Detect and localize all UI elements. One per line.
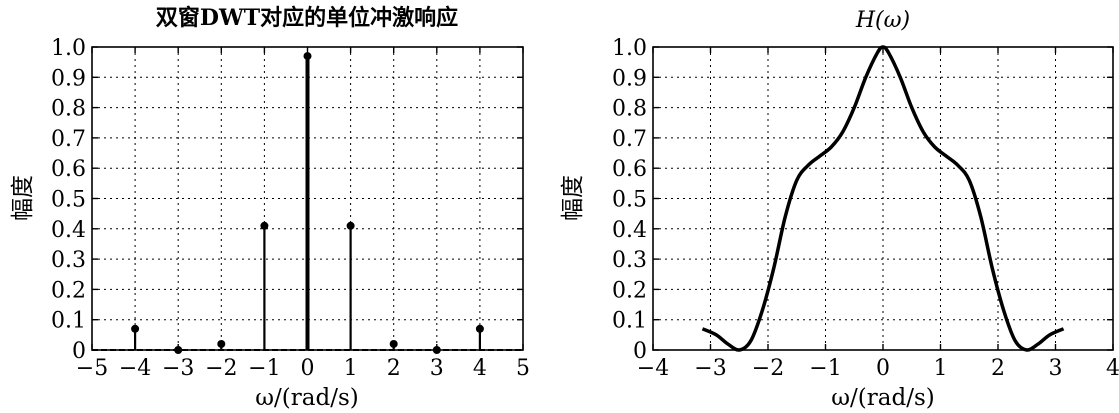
left-ytick-label: 0.7 xyxy=(51,127,86,152)
right-chart-title: H(ω) xyxy=(855,8,910,33)
right-xtick-label: 2 xyxy=(991,356,1005,381)
left-xtick-label: −2 xyxy=(205,356,237,381)
left-y-axis-label: 幅度 xyxy=(10,175,36,221)
right-xtick-label: 1 xyxy=(934,356,948,381)
right-xtick-label: 0 xyxy=(876,356,890,381)
left-xtick-label: 0 xyxy=(301,356,315,381)
left-xtick-label: −3 xyxy=(162,356,194,381)
right-ytick-label: 1.0 xyxy=(612,36,647,61)
left-ytick-label: 0.2 xyxy=(51,278,86,303)
left-xtick-label: 3 xyxy=(430,356,444,381)
left-ytick-label: 0.8 xyxy=(51,97,86,122)
right-ytick-label: 0.4 xyxy=(612,218,647,243)
left-xtick-label: 4 xyxy=(473,356,487,381)
left-xtick-label: −1 xyxy=(248,356,280,381)
left-ytick-label: 0.3 xyxy=(51,248,86,273)
right-y-axis-label: 幅度 xyxy=(560,175,586,221)
left-ytick-label: 0.4 xyxy=(51,218,86,243)
right-ytick-label: 0.5 xyxy=(612,188,647,213)
left-stem-marker xyxy=(389,339,398,348)
right-xtick-label: −4 xyxy=(637,356,669,381)
left-stems xyxy=(92,52,523,354)
left-stem-marker xyxy=(217,339,226,348)
right-xtick-label: −3 xyxy=(694,356,726,381)
left-stem-marker xyxy=(475,324,484,333)
left-ytick-label: 0.5 xyxy=(51,188,86,213)
left-ytick-label: 0 xyxy=(72,339,86,364)
left-stem-marker xyxy=(131,324,140,333)
right-xtick-label: −1 xyxy=(809,356,841,381)
right-ytick-label: 0.9 xyxy=(612,66,647,91)
left-stem-marker xyxy=(260,221,269,230)
left-xtick-label: −5 xyxy=(76,356,108,381)
frequency-response-chart: −4 −3 −2 −1 0 1 2 3 4 0 0.1 0.2 0.3 0.4 0.5 0.6 0.7 0.8 0.… xyxy=(560,8,1119,411)
left-ticks: −5 −4 −3 −2 −1 0 1 2 3 4 5 0 0.1 0.2 0.3 0.4 0.5 0.6 0.7 0.… xyxy=(51,36,530,381)
left-ytick-label: 1.0 xyxy=(51,36,86,61)
left-ytick-label: 0.6 xyxy=(51,157,86,182)
left-ytick-label: 0.9 xyxy=(51,66,86,91)
right-x-axis-label: ω/(rad/s) xyxy=(831,385,934,411)
right-grid xyxy=(653,47,1113,350)
right-xtick-label: −2 xyxy=(752,356,784,381)
right-ytick-label: 0 xyxy=(633,339,647,364)
left-stem-marker xyxy=(346,221,355,230)
right-ytick-label: 0.1 xyxy=(612,309,647,334)
right-xtick-label: 3 xyxy=(1049,356,1063,381)
left-stem-marker xyxy=(303,52,312,61)
left-x-axis-label: ω/(rad/s) xyxy=(255,385,358,411)
right-ytick-label: 0.7 xyxy=(612,127,647,152)
left-chart-title: 双窗DWT对应的单位冲激响应 xyxy=(156,5,458,31)
left-xtick-label: 5 xyxy=(516,356,530,381)
right-ytick-label: 0.3 xyxy=(612,248,647,273)
left-ytick-label: 0.1 xyxy=(51,309,86,334)
left-xtick-label: 2 xyxy=(387,356,401,381)
right-ytick-label: 0.8 xyxy=(612,97,647,122)
left-xtick-label: −4 xyxy=(119,356,151,381)
right-ytick-label: 0.6 xyxy=(612,157,647,182)
right-ytick-label: 0.2 xyxy=(612,278,647,303)
left-xtick-label: 1 xyxy=(344,356,358,381)
right-xtick-label: 4 xyxy=(1106,356,1119,381)
right-ticks: −4 −3 −2 −1 0 1 2 3 4 0 0.1 0.2 0.3 0.4 0.5 0.6 0.7 0.8 0.… xyxy=(612,36,1119,381)
impulse-response-chart: −5 −4 −3 −2 −1 0 1 2 3 4 5 0 0.1 0.2 0.3 0.4 0.5 0.6 0.7 0.… xyxy=(10,5,530,411)
